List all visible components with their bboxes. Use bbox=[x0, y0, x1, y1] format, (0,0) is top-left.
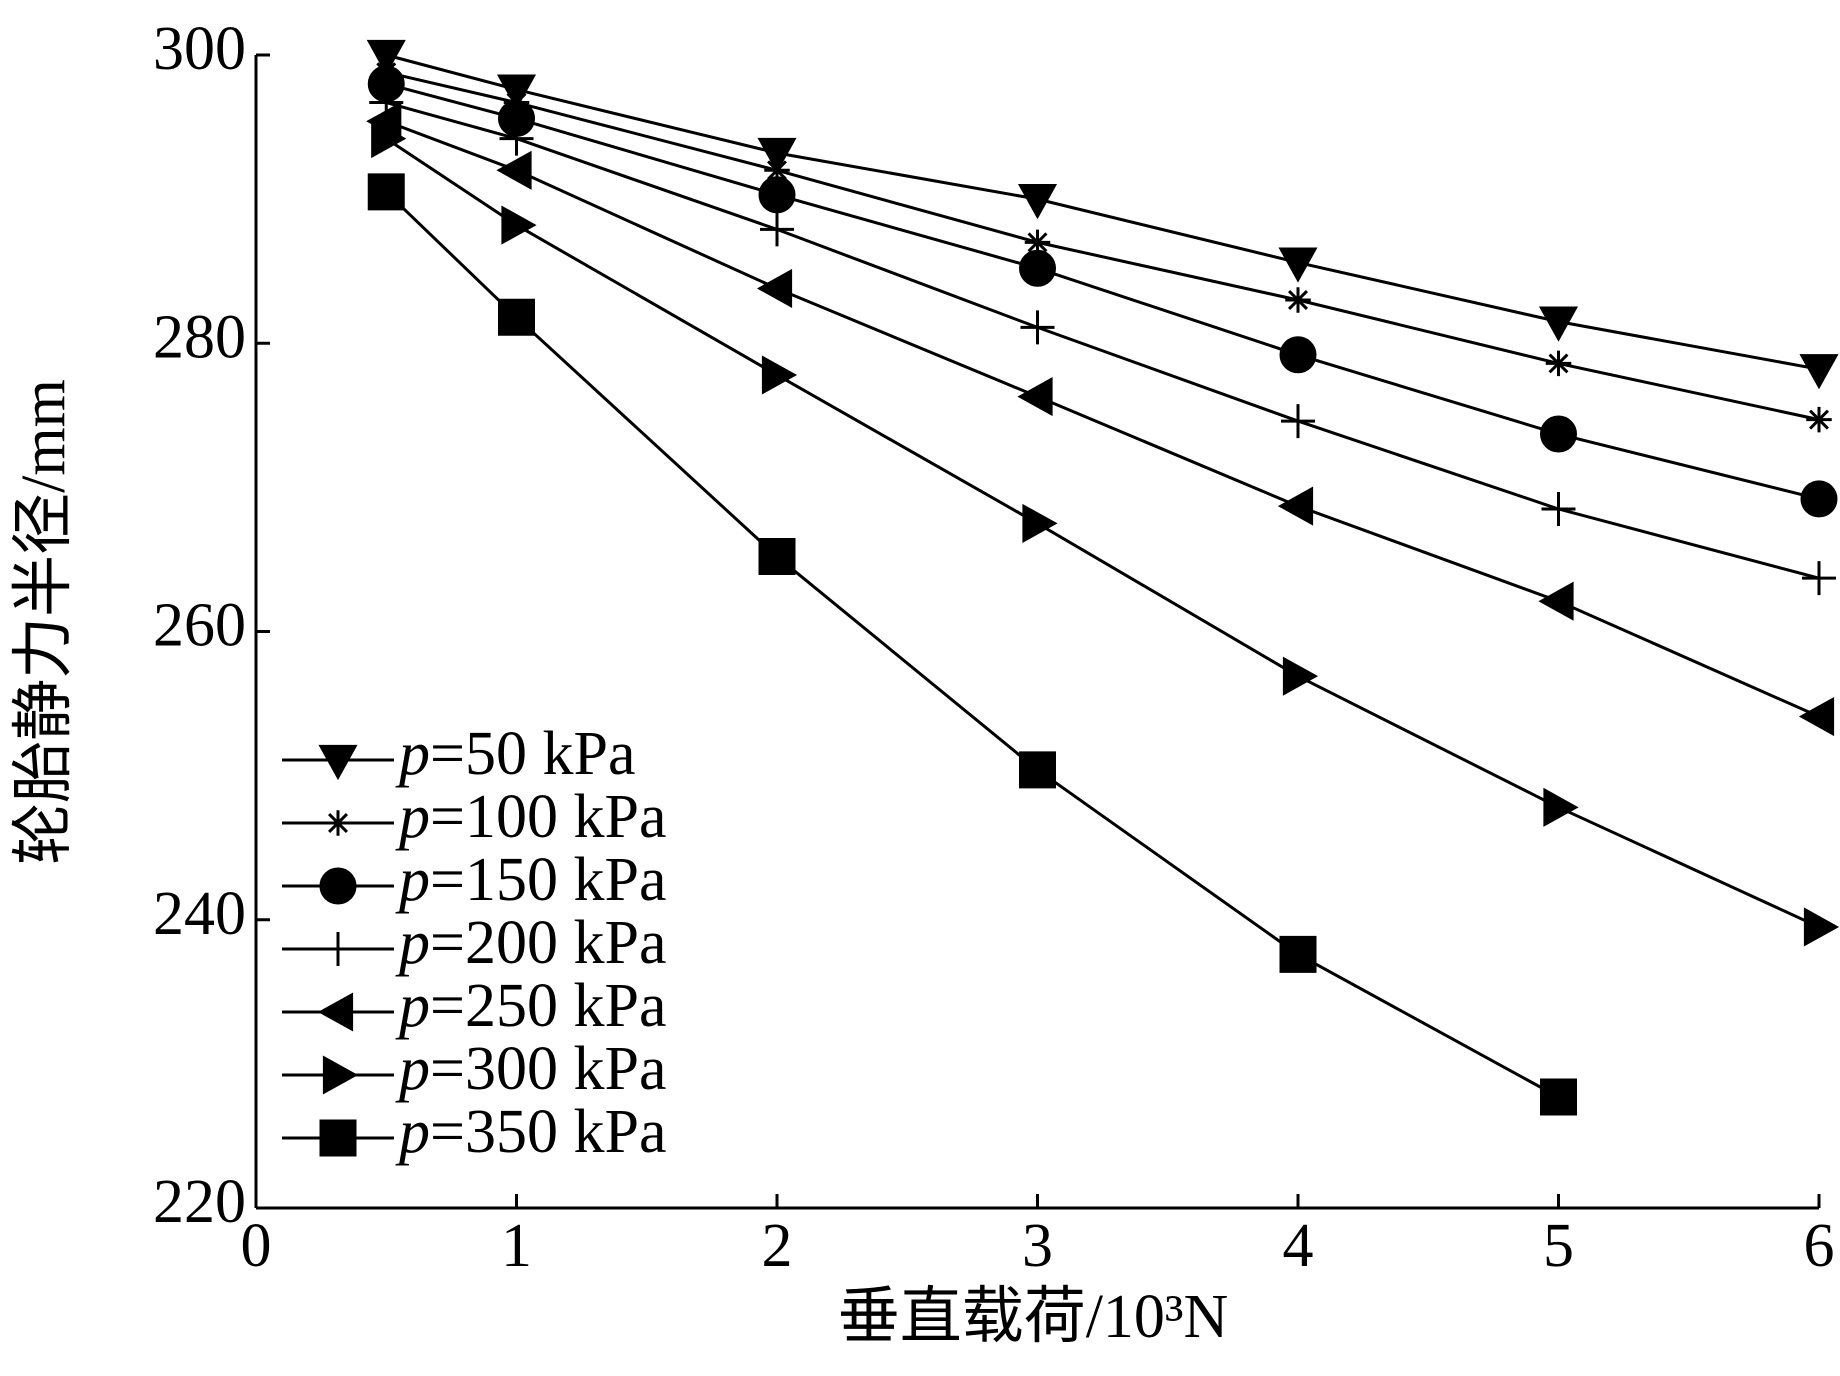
legend-label: p=150 kPa bbox=[395, 846, 666, 914]
y-tick-label: 240 bbox=[153, 880, 246, 948]
x-tick-label: 2 bbox=[762, 1212, 793, 1280]
marker bbox=[1022, 503, 1058, 543]
legend-marker bbox=[325, 810, 351, 836]
marker bbox=[1278, 247, 1318, 283]
legend-marker bbox=[318, 744, 358, 781]
series-line bbox=[385, 70, 1820, 422]
marker bbox=[501, 205, 537, 245]
marker bbox=[1800, 480, 1838, 518]
marker bbox=[367, 173, 405, 211]
marker bbox=[1545, 350, 1572, 377]
marker bbox=[757, 137, 797, 174]
marker bbox=[366, 39, 406, 76]
marker bbox=[1540, 415, 1577, 453]
marker bbox=[499, 121, 534, 156]
legend-label: p=200 kPa bbox=[395, 909, 666, 977]
legend-label: p=250 kPa bbox=[395, 972, 666, 1040]
legend-label: p=350 kPa bbox=[395, 1098, 666, 1166]
marker bbox=[1538, 581, 1574, 621]
marker bbox=[498, 298, 535, 336]
marker bbox=[1281, 404, 1315, 439]
series-line bbox=[385, 119, 1820, 718]
series-line bbox=[385, 101, 1820, 580]
legend-label: p=300 kPa bbox=[395, 1035, 666, 1103]
y-tick-label: 300 bbox=[153, 15, 246, 83]
marker bbox=[1279, 935, 1317, 973]
marker bbox=[1279, 336, 1317, 374]
marker bbox=[1020, 310, 1055, 345]
marker bbox=[758, 176, 796, 214]
marker bbox=[758, 538, 796, 576]
marker bbox=[1543, 787, 1579, 827]
marker bbox=[761, 355, 798, 395]
legend-marker bbox=[322, 1055, 359, 1095]
series-line bbox=[385, 53, 1820, 371]
marker bbox=[760, 212, 794, 247]
marker bbox=[1799, 354, 1839, 390]
y-tick-label: 260 bbox=[153, 592, 246, 660]
x-tick-label: 4 bbox=[1283, 1212, 1314, 1280]
marker bbox=[1802, 561, 1836, 596]
marker bbox=[1538, 306, 1579, 342]
marker bbox=[764, 157, 790, 184]
x-tick-label: 3 bbox=[1022, 1212, 1053, 1280]
marker bbox=[1798, 696, 1835, 737]
marker bbox=[1277, 486, 1314, 526]
y-tick-label: 220 bbox=[153, 1168, 246, 1236]
marker bbox=[371, 119, 407, 159]
series-line bbox=[385, 82, 1820, 501]
legend-label: p=50 kPa bbox=[395, 720, 635, 788]
marker bbox=[1541, 491, 1576, 526]
marker bbox=[1017, 377, 1053, 417]
legend-marker bbox=[317, 992, 354, 1032]
marker bbox=[1019, 249, 1056, 287]
x-axis-label: 垂直载荷/10³N bbox=[838, 1283, 1229, 1351]
marker bbox=[1803, 907, 1840, 947]
x-tick-label: 1 bbox=[501, 1212, 532, 1280]
marker bbox=[1024, 229, 1051, 256]
x-tick-label: 6 bbox=[1804, 1212, 1835, 1280]
y-axis-label: 轮胎静力半径/mm bbox=[10, 379, 78, 865]
legend-marker bbox=[319, 1119, 357, 1157]
marker bbox=[1806, 406, 1832, 433]
series-line bbox=[385, 190, 1560, 1099]
marker bbox=[1282, 656, 1319, 696]
marker bbox=[1285, 287, 1311, 313]
marker bbox=[1017, 184, 1058, 220]
legend-label: p=100 kPa bbox=[395, 783, 666, 851]
x-tick-label: 5 bbox=[1543, 1212, 1574, 1280]
marker bbox=[496, 150, 532, 190]
marker bbox=[1019, 751, 1056, 789]
y-tick-label: 280 bbox=[153, 303, 246, 371]
marker bbox=[1540, 1078, 1577, 1116]
x-tick-label: 0 bbox=[241, 1212, 272, 1280]
legend-marker bbox=[321, 932, 355, 966]
legend-marker bbox=[319, 867, 357, 905]
marker bbox=[756, 268, 793, 309]
